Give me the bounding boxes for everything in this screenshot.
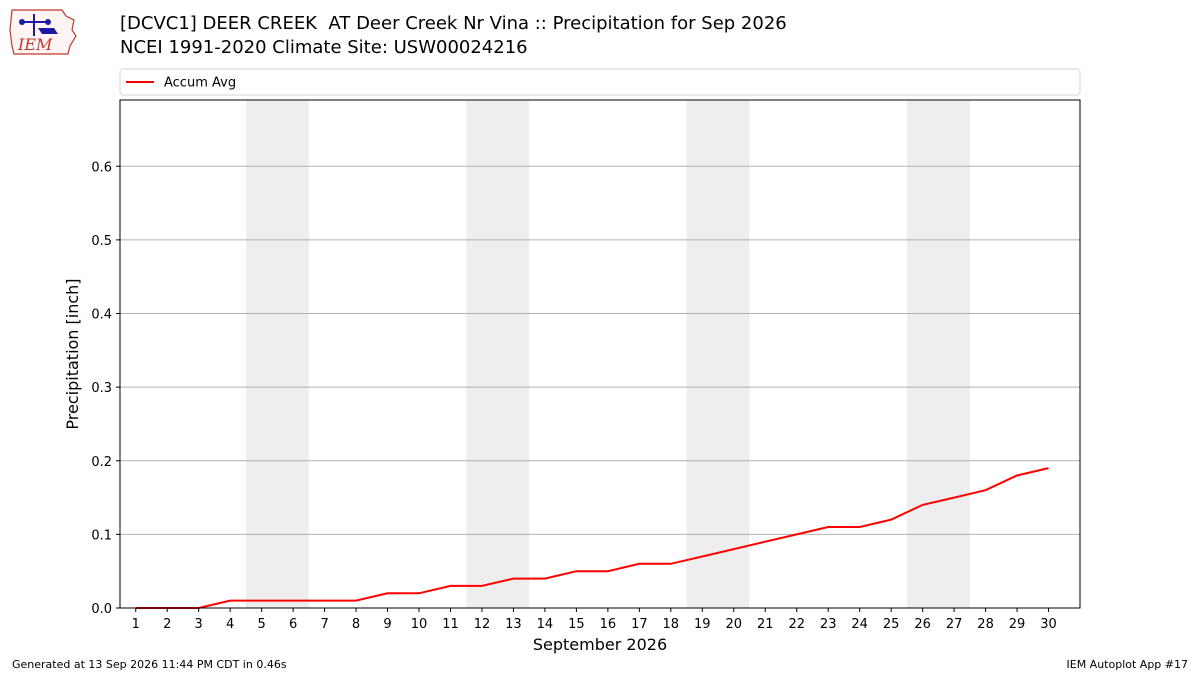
axis-ticks: 1 2 3 4 5 6 7 8 9 10 11 12 13 14 15 16 17 18 19 20 21 22 23 24 2… <box>91 160 1056 632</box>
y-tick-label: 0.6 <box>91 160 112 175</box>
iem-logo-icon: IEM <box>9 9 77 55</box>
axes-frame <box>119 99 1081 609</box>
x-tick-label: 20 <box>725 617 742 632</box>
x-tick-label: 16 <box>600 617 617 632</box>
x-tick-label: 5 <box>257 617 265 632</box>
x-tick-label: 29 <box>1009 617 1026 632</box>
y-axis-label: Precipitation [inch] <box>63 278 82 429</box>
series-line-accum-avg <box>135 467 1049 609</box>
weekend-band <box>686 100 750 608</box>
x-tick-label: 13 <box>505 617 522 632</box>
x-tick-label: 21 <box>757 617 774 632</box>
x-tick-label: 15 <box>568 617 585 632</box>
x-tick-label: 6 <box>289 617 297 632</box>
y-tick-label: 0.4 <box>91 308 112 323</box>
y-tick-label: 0.5 <box>91 234 112 249</box>
legend-label: Accum Avg <box>164 76 236 91</box>
x-tick-label: 2 <box>163 617 171 632</box>
y-tick-label: 0.2 <box>91 455 112 470</box>
x-tick-label: 18 <box>663 617 680 632</box>
x-tick-label: 27 <box>946 617 963 632</box>
generated-timestamp: Generated at 13 Sep 2026 11:44 PM CDT in… <box>12 658 287 671</box>
x-tick-label: 30 <box>1040 617 1057 632</box>
chart-subtitle: NCEI 1991-2020 Climate Site: USW00024216 <box>120 37 528 58</box>
weekend-band <box>466 100 530 608</box>
weekend-band <box>245 100 309 608</box>
chart-title: [DCVC1] DEER CREEK AT Deer Creek Nr Vina… <box>120 13 787 34</box>
x-tick-label: 25 <box>883 617 900 632</box>
x-tick-label: 26 <box>914 617 931 632</box>
legend-box <box>119 68 1081 96</box>
x-tick-label: 22 <box>788 617 805 632</box>
x-tick-label: 7 <box>320 617 328 632</box>
x-tick-label: 24 <box>851 617 868 632</box>
grid-lines <box>120 165 1080 535</box>
x-tick-label: 1 <box>132 617 140 632</box>
x-axis-label: September 2026 <box>533 635 667 654</box>
x-tick-label: 14 <box>537 617 554 632</box>
logo-text: IEM <box>17 35 53 54</box>
x-tick-label: 9 <box>383 617 391 632</box>
x-tick-label: 19 <box>694 617 711 632</box>
x-tick-label: 12 <box>474 617 491 632</box>
x-tick-label: 3 <box>195 617 203 632</box>
x-tick-label: 8 <box>352 617 360 632</box>
y-tick-label: 0.1 <box>91 528 112 543</box>
x-tick-label: 17 <box>631 617 648 632</box>
app-credit: IEM Autoplot App #17 <box>1066 658 1189 671</box>
x-tick-label: 11 <box>442 617 459 632</box>
y-tick-label: 0.3 <box>91 381 112 396</box>
weekend-band <box>906 100 970 608</box>
legend: Accum Avg <box>119 68 1081 96</box>
x-tick-label: 23 <box>820 617 837 632</box>
x-tick-label: 4 <box>226 617 234 632</box>
y-tick-label: 0.0 <box>91 602 112 617</box>
x-tick-label: 28 <box>977 617 994 632</box>
weekend-bands <box>245 100 970 608</box>
x-tick-label: 10 <box>411 617 428 632</box>
